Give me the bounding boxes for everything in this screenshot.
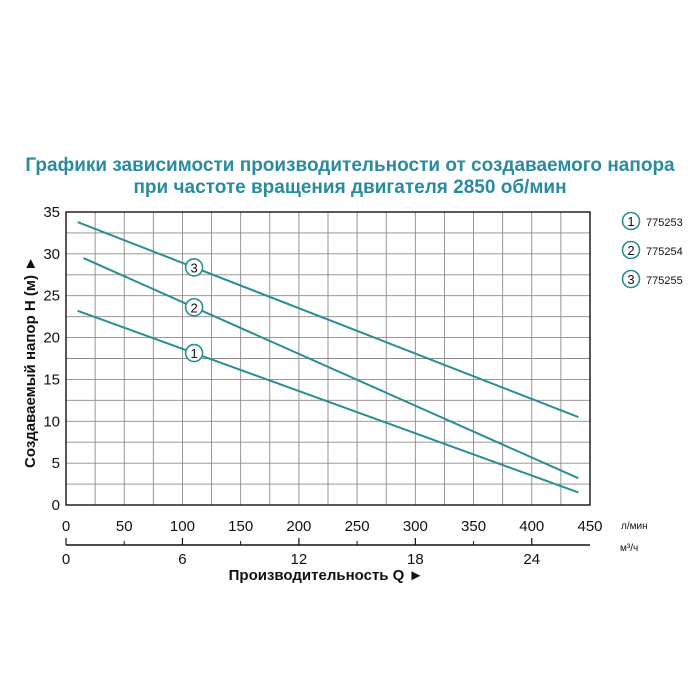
y-tick-label: 20 <box>43 330 60 347</box>
series-line-775253 <box>77 309 579 494</box>
x-tick-label: 400 <box>519 518 544 535</box>
legend-marker-775255 <box>621 269 641 289</box>
x-tick-label: 250 <box>345 518 370 535</box>
legend-entry-775254: 775254 <box>646 246 683 258</box>
y-tick-label: 35 <box>43 204 60 221</box>
series-marker-label-775255: 3 <box>190 260 197 275</box>
x-tick-label: 200 <box>286 518 311 535</box>
legend-marker-label-775253: 1 <box>627 214 634 229</box>
x-tick-label: 350 <box>461 518 486 535</box>
x-unit-primary: л/мин <box>621 521 648 532</box>
legend-marker-775253 <box>621 211 641 231</box>
x-unit-secondary: м³/ч <box>620 543 638 554</box>
secondary-x-tick-label: 0 <box>62 551 70 568</box>
series-marker-circle-775253 <box>184 343 204 363</box>
secondary-x-tick-label: 12 <box>291 551 308 568</box>
x-tick-label: 0 <box>62 518 70 535</box>
y-tick-label: 10 <box>43 413 60 430</box>
series-marker-circle-775255 <box>184 258 204 277</box>
y-tick-label: 25 <box>43 288 60 305</box>
series-line-775255 <box>77 221 579 419</box>
y-tick-label: 0 <box>52 497 60 514</box>
series-marker-circle-775254 <box>184 297 204 317</box>
legend-marker-775254 <box>621 240 641 260</box>
x-tick-label: 100 <box>170 518 195 535</box>
y-tick-label: 5 <box>52 455 60 472</box>
chart-title-line-2: при частоте вращения двигателя 2850 об/м… <box>133 177 567 198</box>
x-tick-label: 300 <box>403 518 428 535</box>
x-tick-label: 450 <box>577 518 602 535</box>
x-tick-label: 50 <box>116 518 133 535</box>
series-marker-label-775253: 1 <box>190 346 197 361</box>
y-tick-label: 15 <box>43 371 60 388</box>
x-tick-label: 150 <box>228 518 253 535</box>
legend-entry-775253: 775253 <box>646 217 683 229</box>
secondary-x-tick-label: 24 <box>523 551 540 568</box>
series-marker-label-775254: 2 <box>190 300 197 315</box>
legend-entry-775255: 775255 <box>646 275 683 287</box>
secondary-x-tick-label: 6 <box>178 551 186 568</box>
legend-marker-label-775255: 3 <box>627 272 634 287</box>
x-axis-title: Производительность Q ► <box>229 567 424 584</box>
y-axis-title: Создаваемый напор H (м) ► <box>22 256 39 468</box>
secondary-x-tick-label: 18 <box>407 551 424 568</box>
chart-title-line-1: Графики зависимости производительности о… <box>25 155 675 176</box>
series-line-775254 <box>83 257 579 480</box>
plot-frame <box>65 211 591 506</box>
legend-marker-label-775254: 2 <box>627 243 634 258</box>
y-tick-label: 30 <box>43 246 60 263</box>
